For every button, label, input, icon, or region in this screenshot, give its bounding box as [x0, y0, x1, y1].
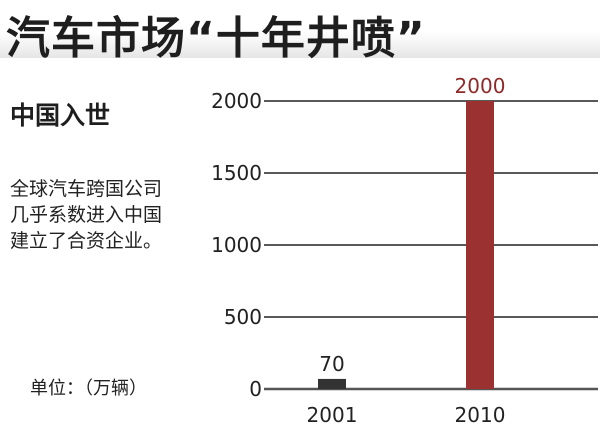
- y-tick-label: 1500: [211, 161, 262, 185]
- data-label: 70: [319, 352, 344, 376]
- y-tick-label: 0: [249, 377, 262, 401]
- y-tick-label: 2000: [211, 89, 262, 113]
- title-bar: 汽车市场“十年井喷”: [0, 0, 600, 64]
- y-tick-label: 1000: [211, 233, 262, 257]
- page-title: 汽车市场“十年井喷”: [6, 13, 426, 64]
- subtitle: 中国入世: [10, 101, 111, 130]
- description-line: 几乎系数进入中国: [10, 204, 163, 226]
- bar-2001: [318, 378, 346, 389]
- unit-label: 单位：（万辆）: [30, 378, 147, 399]
- x-tick-label: 2010: [455, 403, 506, 427]
- y-tick-label: 500: [224, 305, 262, 329]
- x-tick-label: 2001: [307, 403, 358, 427]
- bar-2010: [466, 101, 494, 389]
- description-line: 建立了合资企业。: [10, 230, 163, 252]
- description-line: 全球汽车跨国公司: [10, 178, 163, 200]
- data-label: 2000: [455, 74, 506, 98]
- description: 全球汽车跨国公司 几乎系数进入中国 建立了合资企业。: [10, 176, 200, 254]
